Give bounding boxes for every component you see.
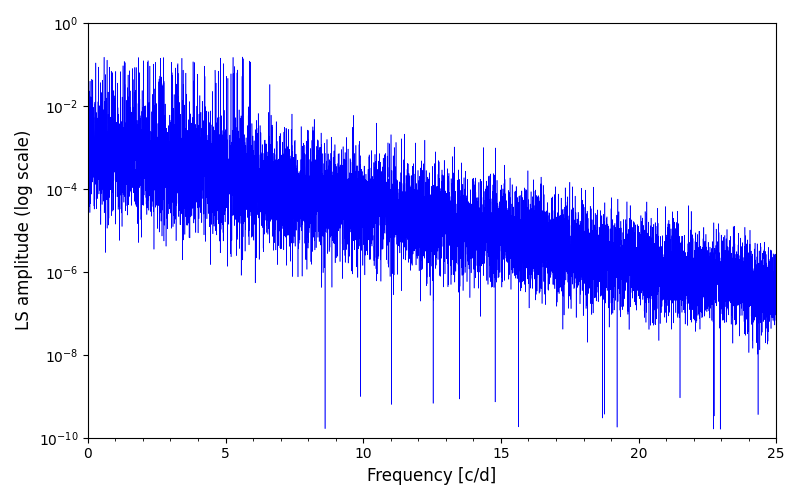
X-axis label: Frequency [c/d]: Frequency [c/d] (367, 467, 497, 485)
Y-axis label: LS amplitude (log scale): LS amplitude (log scale) (15, 130, 33, 330)
